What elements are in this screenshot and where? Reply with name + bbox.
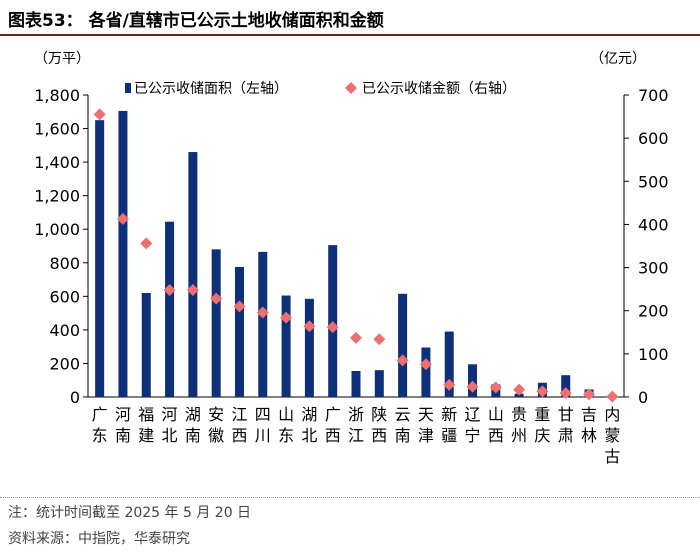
x-label-辽宁: 辽宁 — [465, 405, 481, 445]
x-label-天津: 天津 — [418, 405, 434, 445]
bar-新疆 — [444, 331, 454, 397]
marker-浙江 — [350, 331, 362, 344]
marker-贵州 — [513, 383, 526, 396]
footnote: 注：统计时间截至 2025 年 5 月 20 日 — [8, 505, 252, 521]
bar-云南 — [398, 293, 408, 397]
x-label-河南: 河南 — [115, 405, 131, 445]
x-label-安徽: 安徽 — [208, 405, 224, 445]
marker-安徽 — [210, 292, 223, 305]
right-tick-label: 100 — [638, 345, 669, 364]
left-tick-label: 1,800 — [34, 86, 80, 105]
marker-湖北 — [303, 320, 316, 333]
x-label-贵州: 贵州 — [511, 405, 527, 445]
bar-四川 — [258, 251, 268, 397]
land-reserve-chart: 0 200 400 600 800 1,000 1,200 1,400 1,600 1,800 0… — [34, 51, 669, 466]
left-tick-label: 600 — [49, 287, 80, 306]
legend: 已公示收储面积（左轴） 已公示收储金额（右轴） — [125, 81, 516, 97]
legend-marker-label: 已公示收储金额（右轴） — [362, 81, 516, 97]
marker-河南 — [116, 212, 129, 225]
bar-陕西 — [374, 370, 384, 397]
x-label-新疆: 新疆 — [441, 405, 457, 445]
bar-天津 — [421, 347, 431, 397]
right-tick-label: 700 — [638, 86, 669, 105]
left-axis-unit: （万平） — [34, 51, 90, 67]
bar-江西 — [234, 266, 244, 397]
marker-甘肃 — [559, 387, 572, 400]
right-tick-label: 500 — [638, 172, 669, 191]
bar-河南 — [118, 110, 128, 397]
right-tick-label: 600 — [638, 129, 669, 148]
marker-江西 — [233, 300, 246, 313]
right-tick-label: 300 — [638, 259, 669, 278]
bar-甘肃 — [561, 375, 571, 397]
left-tick-label: 1,600 — [34, 120, 80, 139]
marker-吉林 — [583, 388, 596, 401]
left-tick-label: 1,000 — [34, 220, 80, 239]
x-label-广东: 广东 — [92, 405, 108, 445]
marker-河北 — [163, 284, 176, 297]
marker-广东 — [93, 108, 106, 121]
left-tick-label: 1,200 — [34, 187, 80, 206]
left-tick-label: 400 — [49, 321, 80, 340]
right-tick-label: 200 — [638, 302, 669, 321]
x-label-河北: 河北 — [162, 405, 178, 445]
area-bars — [95, 110, 594, 398]
x-label-吉林: 吉林 — [581, 405, 597, 445]
x-label-浙江: 浙江 — [348, 405, 364, 445]
x-label-湖南: 湖南 — [185, 405, 201, 445]
x-axis-labels: 广东河南福建河北湖南安徽江西四川山东湖北广西浙江陕西云南天津新疆辽宁山西贵州重庆… — [92, 405, 621, 466]
bar-湖北 — [304, 298, 314, 397]
title-rule — [0, 34, 700, 36]
bar-浙江 — [351, 370, 361, 397]
left-tick-label: 1,400 — [34, 153, 80, 172]
figure-title: 图表53： 各省/直辖市已公示土地收储面积和金额 — [8, 11, 384, 31]
x-label-江西: 江西 — [231, 405, 247, 445]
marker-山西 — [489, 381, 502, 394]
marker-云南 — [396, 354, 409, 367]
marker-天津 — [419, 358, 432, 371]
x-label-云南: 云南 — [395, 405, 411, 445]
bar-广西 — [328, 245, 338, 397]
x-label-山东: 山东 — [278, 405, 294, 445]
marker-福建 — [140, 237, 153, 250]
left-tick-label: 200 — [49, 354, 80, 373]
legend-marker-swatch — [345, 82, 357, 94]
bar-河北 — [165, 221, 175, 397]
left-tick-label: 800 — [49, 254, 80, 273]
bar-广东 — [95, 120, 105, 398]
bar-湖南 — [188, 152, 198, 397]
x-label-福建: 福建 — [138, 405, 154, 445]
marker-陕西 — [373, 333, 386, 346]
marker-四川 — [256, 306, 269, 319]
source-note: 资料来源：中指院，华泰研究 — [8, 531, 190, 547]
bar-安徽 — [211, 249, 221, 397]
marker-湖南 — [186, 284, 199, 297]
marker-辽宁 — [466, 380, 479, 393]
x-label-甘肃: 甘肃 — [558, 405, 574, 445]
legend-bar-label: 已公示收储面积（左轴） — [134, 81, 288, 97]
bar-辽宁 — [468, 364, 478, 397]
bar-福建 — [141, 292, 151, 397]
marker-山东 — [280, 311, 293, 324]
marker-广西 — [326, 321, 339, 334]
left-tick-label: 0 — [70, 388, 80, 407]
marker-新疆 — [443, 378, 456, 391]
x-label-陕西: 陕西 — [371, 405, 387, 445]
marker-内蒙古 — [606, 390, 619, 403]
legend-bar-swatch — [125, 83, 131, 93]
x-label-四川: 四川 — [255, 405, 271, 445]
x-label-内蒙古: 内蒙古 — [604, 405, 620, 466]
marker-重庆 — [536, 385, 549, 398]
amount-markers — [93, 108, 619, 403]
bar-山东 — [281, 295, 291, 397]
x-label-湖北: 湖北 — [301, 405, 317, 445]
x-label-广西: 广西 — [325, 405, 341, 445]
right-tick-label: 0 — [638, 388, 648, 407]
x-label-山西: 山西 — [488, 405, 504, 445]
right-tick-label: 400 — [638, 215, 669, 234]
footer-rule — [0, 497, 700, 498]
x-label-重庆: 重庆 — [534, 405, 550, 445]
right-y-axis: 0 100 200 300 400 500 600 700 — [623, 86, 669, 407]
right-axis-unit: （亿元） — [590, 51, 646, 67]
